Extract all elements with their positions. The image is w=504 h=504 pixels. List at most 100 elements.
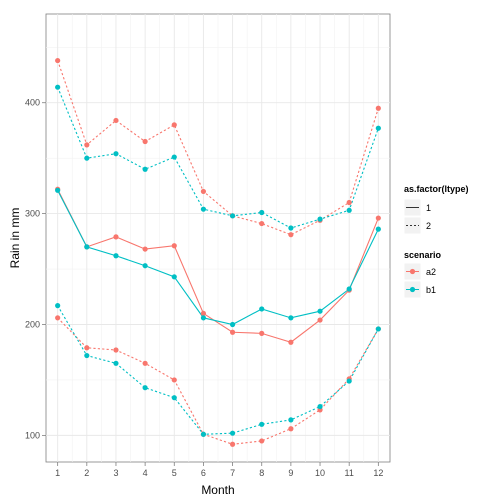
data-point-a2 — [200, 310, 207, 317]
data-point-a2 — [113, 347, 119, 353]
data-point-b1 — [171, 395, 177, 401]
data-point-b1 — [55, 84, 61, 90]
data-point-b1 — [229, 213, 236, 219]
data-point-b1 — [346, 286, 352, 292]
data-point-a2 — [288, 426, 294, 432]
data-point-a2 — [317, 317, 323, 323]
data-point-a2 — [375, 215, 381, 221]
data-point-b1 — [171, 274, 177, 280]
data-point-a2 — [375, 105, 381, 111]
data-point-b1 — [375, 326, 381, 332]
data-point-a2 — [346, 199, 352, 206]
legend-scenario-label-a2: a2 — [426, 267, 436, 277]
data-point-a2 — [142, 246, 148, 252]
data-point-b1 — [200, 431, 207, 437]
data-point-b1 — [113, 151, 119, 157]
data-point-a2 — [259, 220, 265, 227]
data-point-a2 — [84, 142, 90, 148]
data-point-b1 — [142, 166, 148, 172]
grid-lines — [46, 14, 390, 462]
x-tick-label: 7 — [230, 468, 235, 478]
data-series — [55, 57, 381, 447]
data-point-a2 — [171, 377, 177, 383]
data-point-a2 — [259, 330, 265, 336]
series-line-b1-low — [57, 305, 379, 435]
data-point-b1 — [375, 125, 381, 131]
data-point-b1 — [288, 315, 294, 321]
data-point-b1 — [84, 155, 90, 161]
data-point-a2 — [55, 315, 61, 321]
x-axis-ticks: 1 2 3 4 5 6 7 8 9 10 11 12 — [55, 462, 383, 478]
data-point-b1 — [229, 430, 236, 436]
data-point-b1 — [288, 225, 294, 231]
y-tick-label: 400 — [25, 98, 40, 108]
data-point-a2 — [84, 345, 90, 351]
series-line-a2-low — [57, 317, 379, 445]
data-point-a2 — [288, 232, 294, 238]
data-point-a2 — [229, 441, 236, 447]
data-point-b1 — [113, 253, 119, 259]
data-point-b1 — [259, 306, 265, 312]
y-tick-label: 100 — [25, 430, 40, 440]
legend-linetype-label-1: 1 — [426, 203, 431, 213]
data-point-b1 — [375, 226, 381, 232]
x-tick-label: 4 — [143, 468, 148, 478]
data-point-b1 — [200, 206, 207, 212]
x-tick-label: 5 — [172, 468, 177, 478]
legend-key-bg — [403, 216, 422, 235]
x-axis-title: Month — [201, 483, 234, 497]
y-tick-label: 300 — [25, 209, 40, 219]
x-tick-label: 10 — [315, 468, 325, 478]
data-point-b1 — [317, 216, 323, 222]
data-point-a2 — [171, 243, 177, 249]
legend-linetype-title: as.factor(ltype) — [404, 184, 469, 194]
series-line-b1-1 — [57, 190, 379, 326]
data-point-a2 — [55, 57, 61, 64]
legend-scenario-label-b1: b1 — [426, 285, 436, 295]
x-tick-label: 12 — [373, 468, 383, 478]
data-point-b1 — [55, 187, 61, 193]
data-point-a2 — [142, 360, 148, 366]
data-point-a2 — [229, 329, 236, 335]
data-point-b1 — [317, 403, 323, 410]
data-point-b1 — [200, 315, 207, 321]
data-point-b1 — [84, 352, 90, 359]
data-point-a2 — [171, 122, 177, 128]
legend-scenario-title: scenario — [404, 250, 442, 260]
data-point-b1 — [346, 207, 352, 213]
legend-scenario: scenario a2 b1 — [403, 250, 442, 299]
data-point-a2 — [113, 117, 119, 124]
data-point-a2 — [259, 438, 265, 444]
data-point-b1 — [84, 244, 90, 250]
x-tick-label: 6 — [201, 468, 206, 478]
legend-b1-point — [409, 286, 416, 293]
y-axis-ticks: 100 200 300 400 — [25, 98, 46, 440]
y-axis-title: Rain in mm — [8, 208, 22, 269]
data-point-b1 — [288, 417, 294, 423]
data-point-b1 — [259, 421, 265, 427]
x-tick-label: 9 — [288, 468, 293, 478]
legend-linetype-label-2: 2 — [426, 221, 431, 231]
data-point-b1 — [142, 263, 148, 269]
data-point-b1 — [113, 360, 119, 366]
x-tick-label: 11 — [345, 468, 354, 478]
data-point-a2 — [113, 234, 119, 240]
y-tick-label: 200 — [25, 319, 40, 329]
data-point-b1 — [346, 378, 352, 384]
x-tick-label: 1 — [55, 468, 60, 478]
data-point-a2 — [200, 188, 207, 195]
series-line-a2-1 — [57, 188, 379, 343]
x-tick-label: 3 — [113, 468, 118, 478]
data-point-a2 — [288, 339, 294, 345]
legend-linetype: as.factor(ltype) 1 2 — [403, 184, 469, 235]
x-tick-label: 2 — [84, 468, 89, 478]
data-point-b1 — [142, 385, 148, 391]
data-point-b1 — [55, 303, 61, 309]
x-tick-label: 8 — [259, 468, 264, 478]
data-point-b1 — [259, 209, 265, 216]
data-point-b1 — [317, 308, 323, 314]
data-point-b1 — [171, 154, 177, 160]
data-point-a2 — [142, 138, 148, 145]
legend-a2-point — [409, 268, 416, 275]
